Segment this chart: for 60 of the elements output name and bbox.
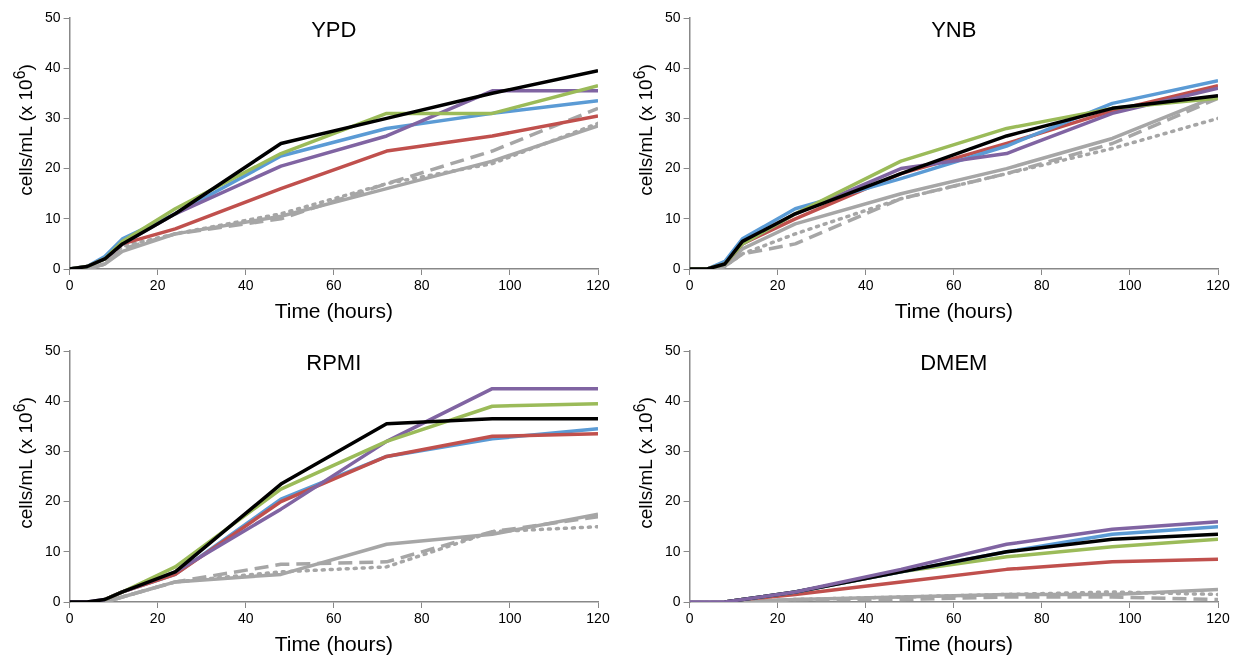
y-tick-label: 0 — [52, 592, 61, 609]
chart-title: RPMI — [306, 350, 362, 376]
y-tick-label: 20 — [44, 492, 61, 509]
y-tick-label: 10 — [664, 542, 681, 559]
y-tick-label: 40 — [664, 59, 681, 76]
x-tick-label: 100 — [498, 277, 522, 294]
x-tick-label: 40 — [237, 277, 254, 294]
y-tick-label: 30 — [664, 109, 681, 126]
y-tick-label: 30 — [664, 442, 681, 459]
x-tick-label: 0 — [65, 610, 74, 627]
x-tick-label: 40 — [237, 610, 254, 627]
y-tick-label: 10 — [664, 209, 681, 226]
x-tick-label: 40 — [857, 277, 874, 294]
y-tick-label: 50 — [664, 341, 681, 358]
chart-title: DMEM — [920, 350, 988, 376]
x-tick-label: 100 — [1118, 277, 1142, 294]
x-tick-label: 100 — [498, 610, 522, 627]
y-tick-label: 0 — [52, 259, 61, 276]
y-tick-label: 20 — [44, 159, 61, 176]
x-axis-title: Time (hours) — [894, 299, 1013, 323]
y-tick-label: 20 — [664, 492, 681, 509]
x-axis-title: Time (hours) — [274, 632, 393, 656]
x-tick-label: 60 — [946, 610, 962, 627]
y-tick-label: 40 — [664, 392, 681, 409]
x-tick-label: 80 — [1034, 277, 1050, 294]
y-tick-label: 0 — [672, 592, 681, 609]
y-tick-label: 30 — [44, 109, 61, 126]
x-tick-label: 120 — [586, 277, 610, 294]
y-tick-label: 50 — [44, 341, 61, 358]
y-tick-label: 40 — [44, 392, 61, 409]
y-tick-label: 20 — [664, 159, 681, 176]
y-tick-label: 0 — [672, 259, 681, 276]
x-tick-label: 20 — [149, 610, 166, 627]
x-tick-label: 60 — [946, 277, 962, 294]
x-axis-title: Time (hours) — [274, 299, 393, 323]
y-tick-label: 10 — [44, 209, 61, 226]
x-tick-label: 40 — [857, 610, 874, 627]
x-axis-title: Time (hours) — [894, 632, 1013, 656]
x-tick-label: 80 — [1034, 610, 1050, 627]
y-tick-label: 30 — [44, 442, 61, 459]
y-tick-label: 10 — [44, 542, 61, 559]
x-tick-label: 0 — [685, 277, 694, 294]
x-tick-label: 100 — [1118, 610, 1142, 627]
y-tick-label: 50 — [664, 8, 681, 25]
x-tick-label: 0 — [685, 610, 694, 627]
y-tick-label: 40 — [44, 59, 61, 76]
chart-title: YNB — [931, 17, 977, 43]
x-tick-label: 120 — [1206, 277, 1230, 294]
x-tick-label: 120 — [586, 610, 610, 627]
y-tick-label: 50 — [44, 8, 61, 25]
x-tick-label: 20 — [769, 610, 786, 627]
x-tick-label: 60 — [326, 610, 342, 627]
chart-title: YPD — [311, 17, 357, 43]
x-tick-label: 80 — [414, 277, 430, 294]
x-tick-label: 120 — [1206, 610, 1230, 627]
x-tick-label: 0 — [65, 277, 74, 294]
x-tick-label: 80 — [414, 610, 430, 627]
x-tick-label: 20 — [149, 277, 166, 294]
x-tick-label: 60 — [326, 277, 342, 294]
x-tick-label: 20 — [769, 277, 786, 294]
